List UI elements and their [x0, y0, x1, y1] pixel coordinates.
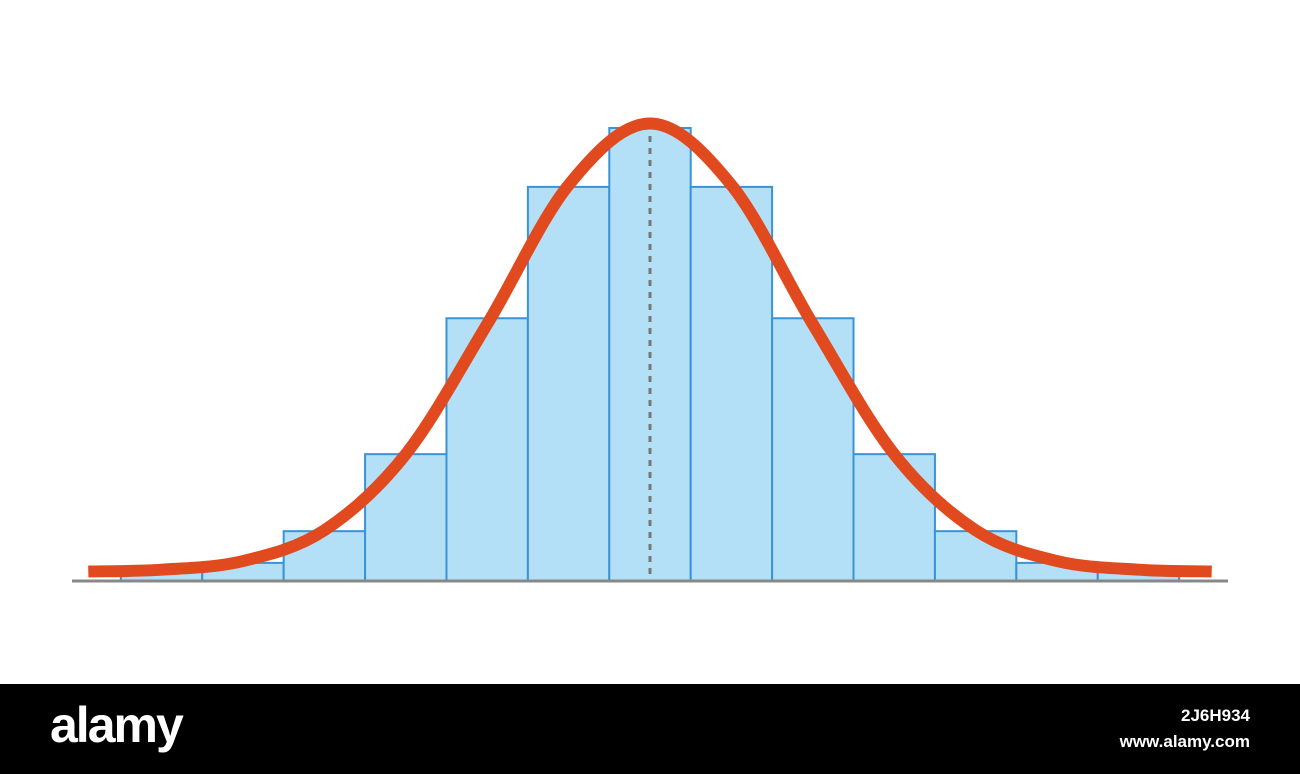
- footer-bar: alamy 2J6H934 www.alamy.com: [0, 684, 1300, 774]
- histogram-bar: [282, 530, 367, 582]
- chart: [72, 117, 1228, 583]
- histogram-bar: [771, 317, 855, 582]
- histogram-bar: [689, 185, 774, 582]
- histogram-bar: [445, 317, 529, 582]
- histogram-bar: [933, 530, 1018, 582]
- image-id: 2J6H934: [1180, 706, 1250, 725]
- histogram-bar: [852, 453, 936, 582]
- histogram-bar: [526, 185, 611, 582]
- site-url: www.alamy.com: [1119, 732, 1250, 751]
- logo: alamy: [50, 697, 184, 753]
- histogram-bar: [364, 453, 448, 582]
- fit-curve: [88, 117, 1212, 578]
